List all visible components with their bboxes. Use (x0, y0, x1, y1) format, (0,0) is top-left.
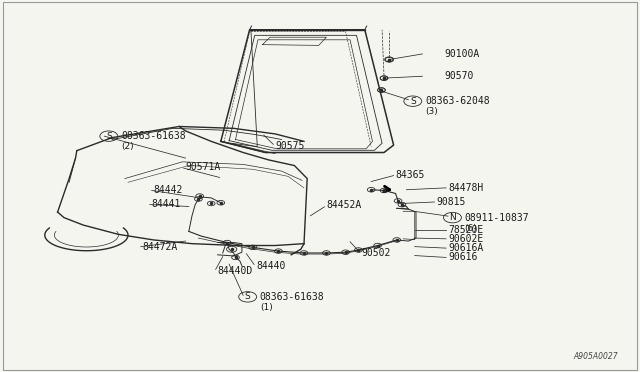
Text: 90616A: 90616A (448, 243, 483, 253)
Text: 90100A: 90100A (445, 49, 480, 59)
Text: S: S (410, 97, 415, 106)
Text: 84478H: 84478H (448, 183, 483, 193)
Text: S: S (245, 292, 250, 301)
Text: (2): (2) (121, 142, 134, 151)
Text: 90602E: 90602E (448, 234, 483, 244)
Text: 90570: 90570 (445, 71, 474, 81)
Text: (3): (3) (425, 107, 438, 116)
Text: 90815: 90815 (436, 197, 466, 207)
Text: 84440: 84440 (256, 261, 285, 271)
Text: 84452A: 84452A (326, 201, 362, 210)
Text: 84442: 84442 (154, 185, 183, 195)
Text: (1): (1) (260, 303, 273, 312)
Text: 84440D: 84440D (218, 266, 253, 276)
Text: 90616: 90616 (448, 253, 477, 262)
Text: 90571A: 90571A (186, 162, 221, 171)
Text: 90502: 90502 (362, 248, 391, 258)
Text: A905A0027: A905A0027 (573, 352, 618, 361)
Text: 08363-61638: 08363-61638 (121, 131, 186, 141)
Text: (6): (6) (465, 224, 477, 232)
Text: 08363-61638: 08363-61638 (260, 292, 324, 302)
Text: 84472A: 84472A (143, 243, 178, 252)
Text: 84441: 84441 (152, 199, 181, 209)
Text: N: N (449, 213, 456, 222)
Text: 08911-10837: 08911-10837 (465, 213, 529, 222)
Text: 08363-62048: 08363-62048 (425, 96, 490, 106)
Text: 84365: 84365 (396, 170, 425, 180)
Text: 78520E: 78520E (448, 225, 483, 234)
Text: S: S (106, 132, 111, 141)
Text: 90575: 90575 (275, 141, 305, 151)
